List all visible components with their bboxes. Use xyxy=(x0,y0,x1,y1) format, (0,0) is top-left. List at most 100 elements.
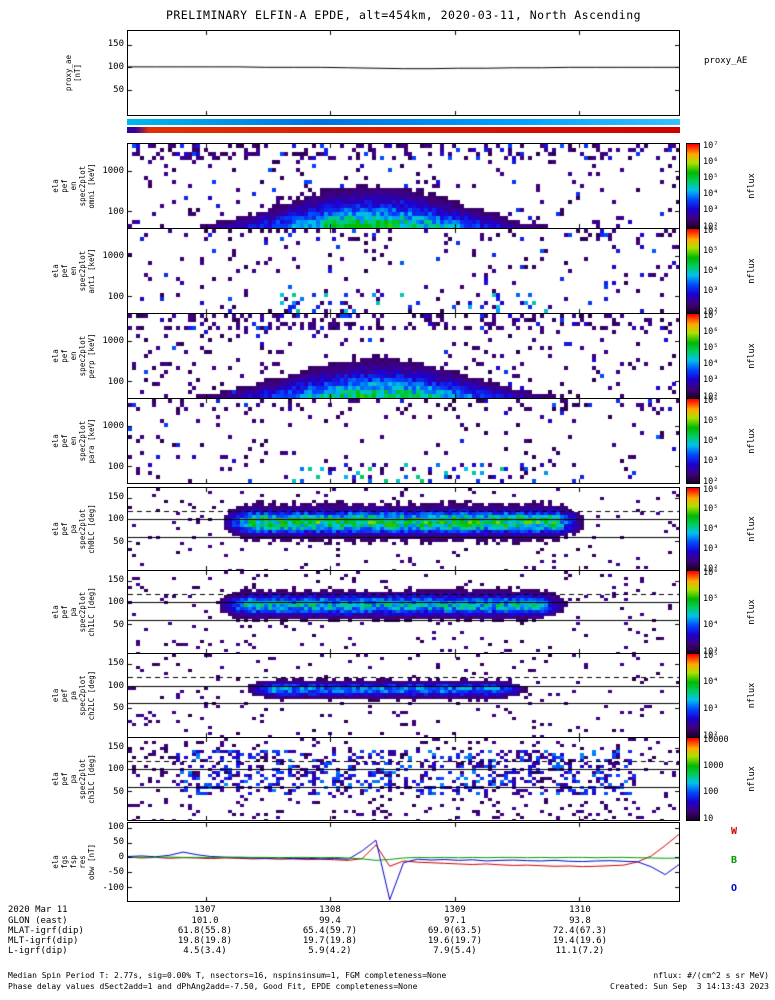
colorbar-axis-label-pa_ch3: nflux xyxy=(747,766,757,792)
colorbar-axis-label-pa_ch0: nflux xyxy=(747,516,757,542)
ytick-label: 100 xyxy=(107,376,124,387)
colorbar-tick-label: 10⁴ xyxy=(703,620,719,631)
panel-pa_ch3 xyxy=(127,737,680,821)
ytick-label: 150 xyxy=(107,657,124,668)
ylabel-line: pef xyxy=(59,264,69,278)
ylabel-en_perp: ela pef en spec2plot perp [keV] xyxy=(50,313,96,399)
line-plot-canvas-obw xyxy=(128,823,679,901)
ylabel-line: ela xyxy=(50,855,60,869)
colorbar-tick-label: 10⁴ xyxy=(703,266,719,277)
footer-units-note: nflux: #/(cm^2 s sr MeV) xyxy=(653,971,769,980)
colorbar-tick-label: 10³ xyxy=(703,646,719,657)
spectrogram-canvas-pa_ch1 xyxy=(128,571,679,653)
ylabel-line: pef xyxy=(59,772,69,786)
colorbar-pa_ch1 xyxy=(686,570,700,654)
colorbar-gradient xyxy=(687,399,699,483)
colorbar-tick-label: 10³ xyxy=(703,375,719,386)
ylabel-line: spec2plot xyxy=(77,420,87,462)
plot-title: PRELIMINARY ELFIN-A EPDE, alt=454km, 202… xyxy=(165,8,642,22)
ylabel-line: proxy_ae xyxy=(64,54,73,92)
colorbar-tick-label: 10³ xyxy=(703,205,719,216)
ephemeris-value: 101.0 xyxy=(191,916,219,926)
panel-en_anti xyxy=(127,228,680,314)
ephemeris-row-label: MLT-igrf(dip) xyxy=(8,936,79,946)
footer-line-1: Median Spin Period T: 2.77s, sig=0.00% T… xyxy=(8,971,447,980)
panel-en_omni xyxy=(127,143,680,229)
ephemeris-value: 19.8(19.8) xyxy=(177,936,233,946)
quality-flag-strip-2 xyxy=(127,127,680,133)
panel-proxy xyxy=(127,30,680,116)
ylabel-line: spec2plot xyxy=(77,165,87,207)
legend-o: O xyxy=(731,883,738,895)
colorbar-tick-label: 10⁷ xyxy=(703,310,719,321)
ylabel-line: spec2plot xyxy=(77,675,87,716)
spectrogram-canvas-pa_ch0 xyxy=(128,488,679,570)
colorbar-gradient xyxy=(687,654,699,737)
ytick-label: 150 xyxy=(107,38,124,49)
ylabel-line: pef xyxy=(59,605,69,619)
ylabel-line: en xyxy=(68,351,78,361)
ytick-label: 50 xyxy=(113,536,124,547)
panel-pa_ch0 xyxy=(127,487,680,571)
ephemeris-value: 61.8(55.8) xyxy=(177,926,233,936)
proxy-ae-right-label: proxy_AE xyxy=(704,55,748,66)
ytick-label: 0 xyxy=(118,852,124,863)
colorbar-tick-label: 1000 xyxy=(703,761,724,771)
ylabel-line: fgs xyxy=(59,855,69,869)
ytick-label: 50 xyxy=(113,85,124,96)
ylabel-line: en xyxy=(68,181,78,191)
colorbar-tick-label: 100 xyxy=(703,787,719,798)
ytick-label: 100 xyxy=(107,764,124,775)
ytick-label: -100 xyxy=(102,882,124,893)
colorbar-tick-label: 10⁶ xyxy=(703,156,719,167)
ephemeris-value: 7.9(5.4) xyxy=(433,946,477,956)
panel-en_perp xyxy=(127,313,680,399)
ylabel-line: res xyxy=(77,855,87,869)
ytick-label: 1000 xyxy=(102,250,124,261)
time-tick-label: 1308 xyxy=(319,905,341,915)
colorbar-tick-label: 10000 xyxy=(703,734,729,745)
axis-date-label: 2020 Mar 11 xyxy=(8,905,68,915)
colorbar-tick-label: 10⁴ xyxy=(703,359,719,370)
colorbar-tick-label: 10⁴ xyxy=(703,189,719,200)
colorbar-tick-label: 10⁶ xyxy=(703,225,719,236)
ephemeris-value: 65.4(59.7) xyxy=(302,926,358,936)
colorbar-axis-label-pa_ch2: nflux xyxy=(747,682,757,709)
colorbar-tick-label: 10⁵ xyxy=(703,594,719,604)
colorbar-gradient xyxy=(687,229,699,313)
colorbar-tick-label: 10² xyxy=(703,563,719,574)
colorbar-tick-label: 10⁴ xyxy=(703,524,719,535)
ylabel-line: ela xyxy=(50,179,60,193)
ytick-label: -50 xyxy=(107,867,124,878)
colorbar-axis-label-en_para: nflux xyxy=(747,428,757,454)
ephemeris-value: 5.9(4.2) xyxy=(308,946,352,956)
ytick-label: 1000 xyxy=(102,335,124,346)
ephemeris-value: 97.1 xyxy=(444,916,466,926)
spectrogram-canvas-pa_ch3 xyxy=(128,738,679,820)
ephemeris-value: 19.4(19.6) xyxy=(552,936,607,946)
legend-w: W xyxy=(731,825,738,837)
ytick-label: 150 xyxy=(107,491,124,502)
ylabel-line: spec2plot xyxy=(77,250,87,292)
ylabel-proxy: proxy_ae [nT] xyxy=(50,30,96,116)
ylabel-pa_ch2: ela pef pa spec2plot ch2LC [deg] xyxy=(50,653,96,738)
panel-pa_ch2 xyxy=(127,653,680,738)
ephemeris-row-label: L-igrf(dip) xyxy=(8,946,68,956)
colorbar-tick-label: 10⁵ xyxy=(703,415,719,426)
ylabel-pa_ch1: ela pef pa spec2plot ch1LC [deg] xyxy=(50,570,96,654)
ylabel-line: pa xyxy=(68,690,78,701)
ylabel-line: spec2plot xyxy=(77,335,87,377)
footer-created-note: Created: Sun Sep 3 14:13:43 2023 xyxy=(610,982,769,991)
spectrogram-canvas-en_para xyxy=(128,399,679,483)
ylabel-line: spec2plot xyxy=(77,758,87,800)
colorbar-axis-label-en_omni: nflux xyxy=(747,173,757,199)
colorbar-tick-label: 10⁶ xyxy=(703,567,719,578)
colorbar-pa_ch2 xyxy=(686,653,700,738)
colorbar-tick-label: 10² xyxy=(703,730,719,741)
colorbar-gradient xyxy=(687,144,699,228)
colorbar-gradient xyxy=(687,738,699,820)
ephemeris-value: 11.1(7.2) xyxy=(555,946,605,956)
ylabel-line: ela xyxy=(50,605,60,619)
ephemeris-value: 93.8 xyxy=(569,916,591,926)
